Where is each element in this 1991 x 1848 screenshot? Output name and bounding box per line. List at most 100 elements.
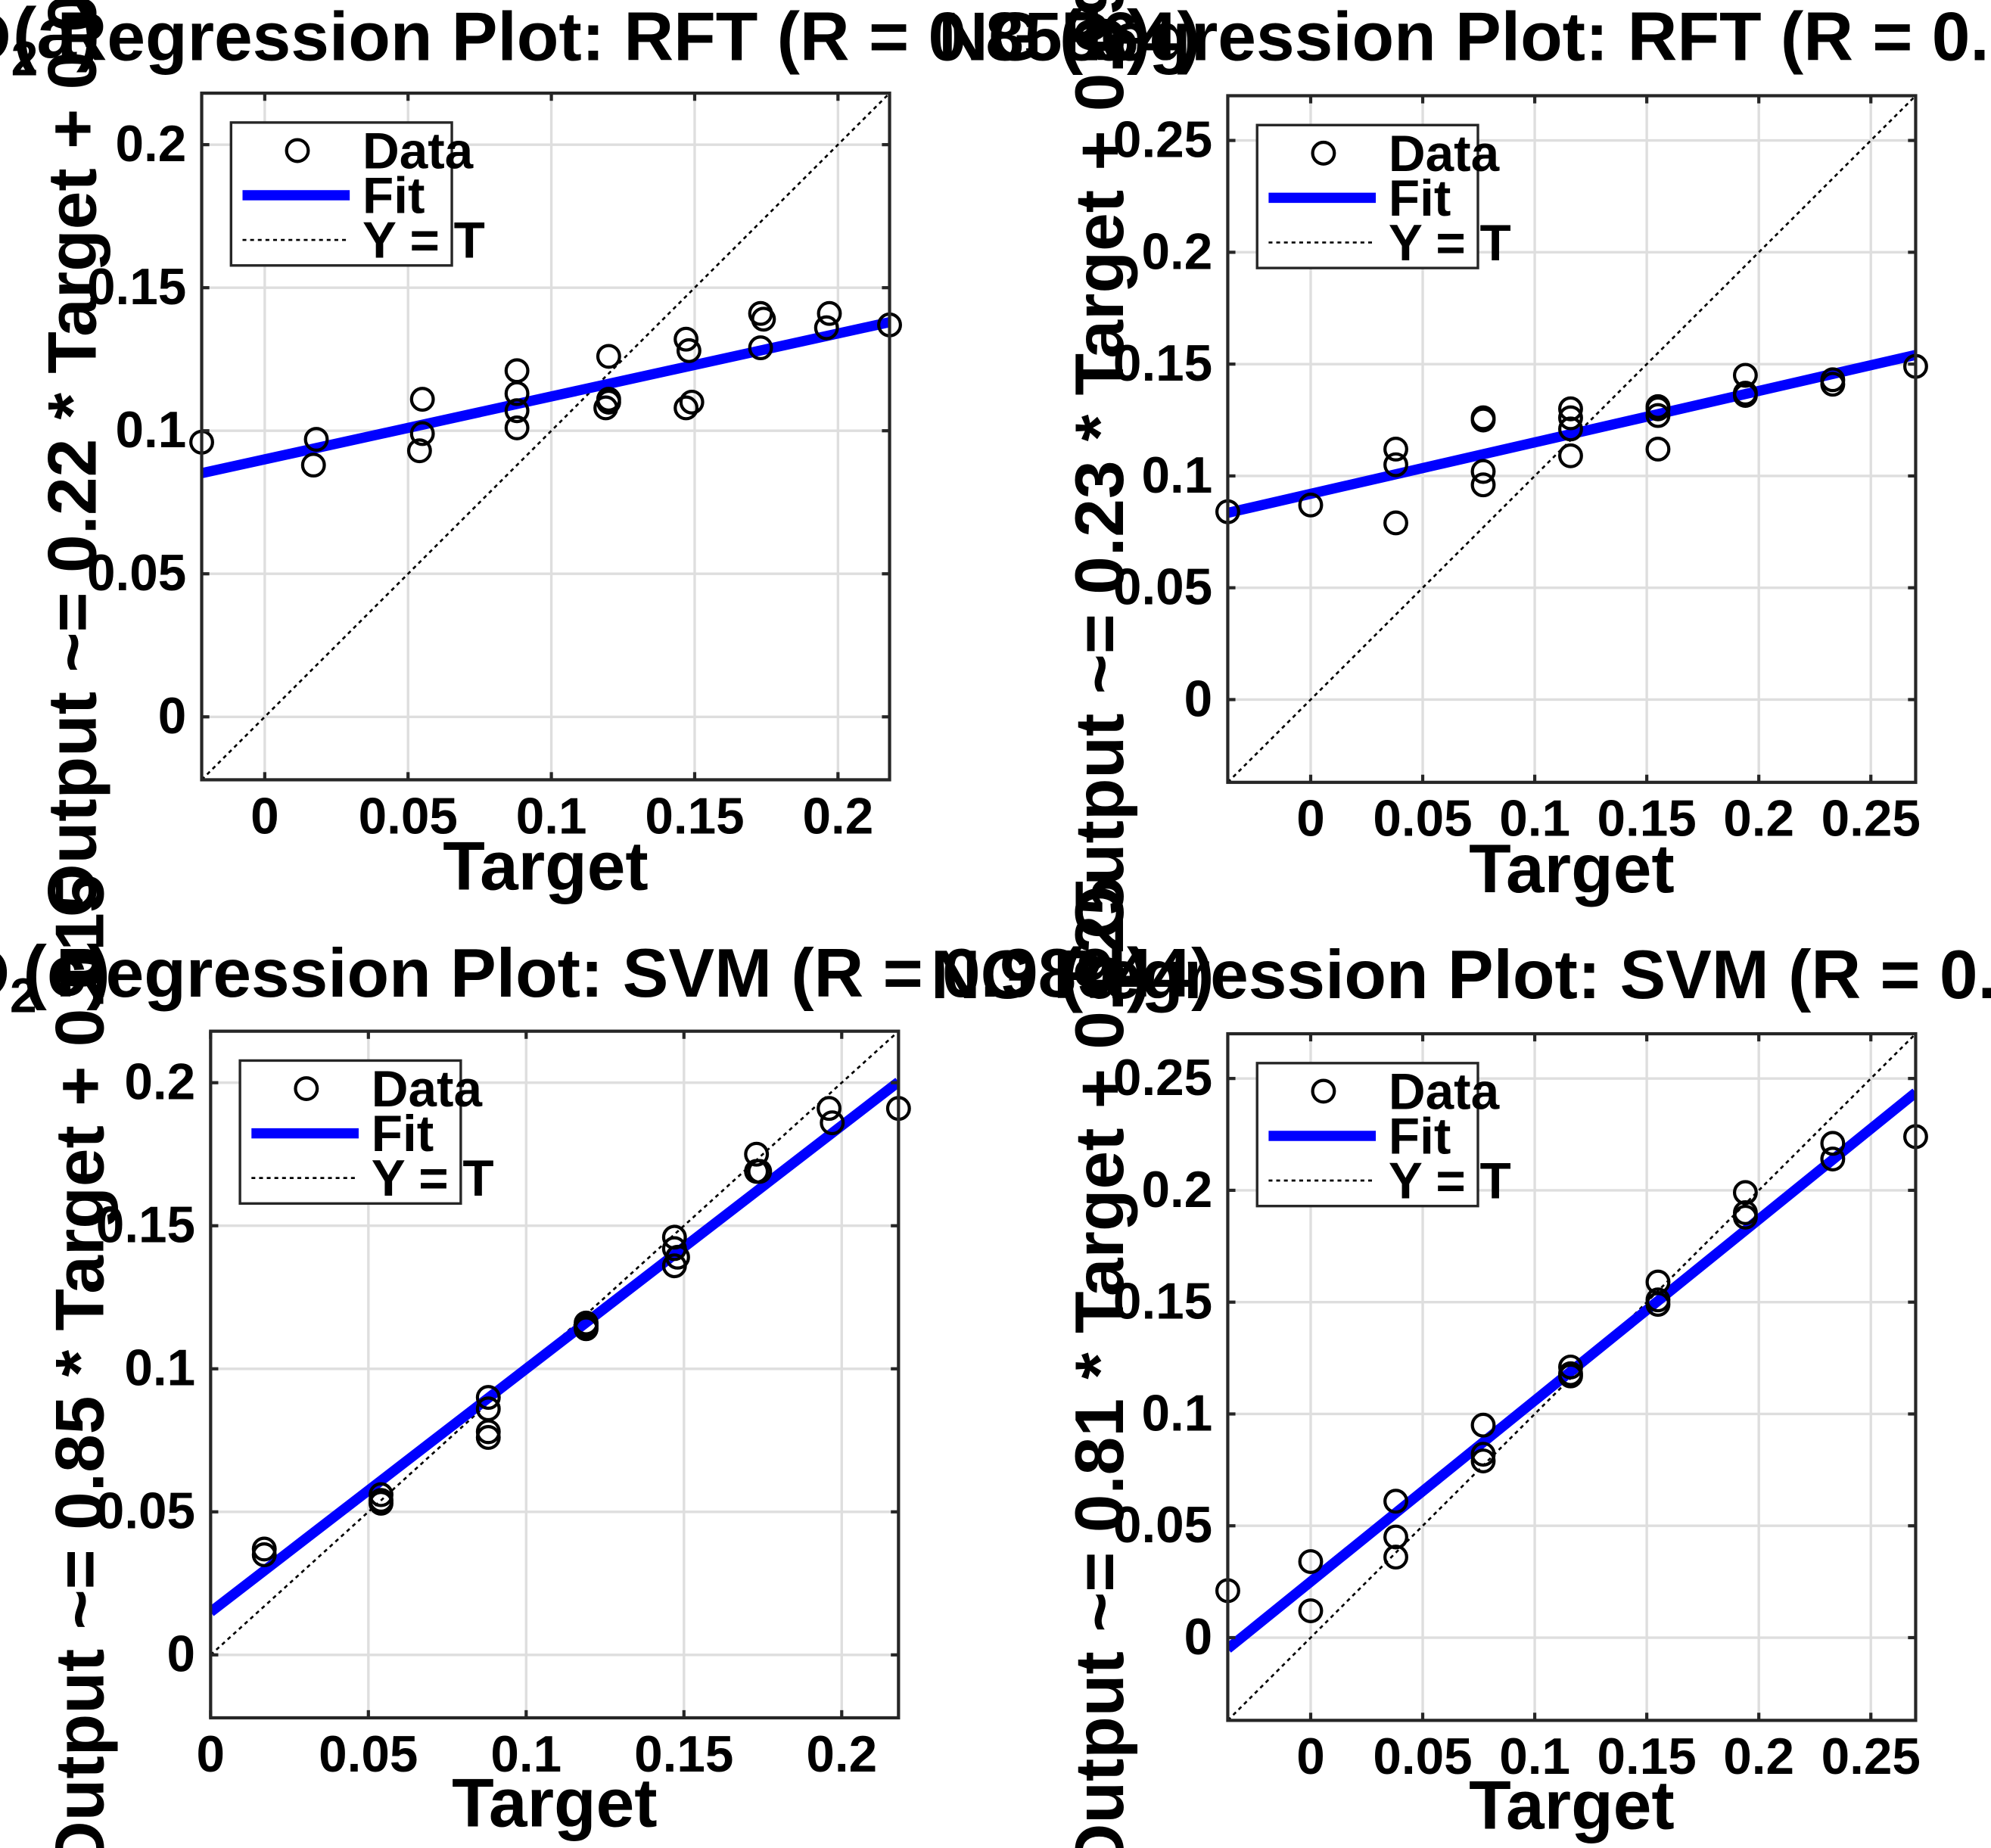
y-tick-label: 0.15: [87, 259, 186, 316]
x-axis-label: Target: [443, 828, 648, 904]
data-point: [1558, 1354, 1583, 1380]
data-point: [674, 326, 699, 352]
data-point: [679, 389, 705, 415]
x-tick-label: 0.15: [1597, 1728, 1696, 1785]
legend-data-marker: [1311, 140, 1336, 166]
x-tick-label: 0.2: [802, 788, 873, 845]
x-tick-label: 0.05: [1373, 791, 1472, 848]
legend-yt-label: Y = T: [362, 213, 485, 269]
legend-fit-label: Fit: [1389, 170, 1451, 227]
panel-letter: (b): [1059, 0, 1151, 76]
y-tick-label: 0.05: [1113, 1497, 1212, 1554]
data-point: [504, 381, 530, 406]
data-point: [674, 395, 699, 421]
data-point: [1732, 383, 1758, 408]
legend-data-marker: [294, 1076, 319, 1101]
data-point: [1558, 405, 1583, 431]
data-point: [1470, 472, 1496, 498]
x-tick-label: 0.2: [1723, 791, 1794, 848]
legend-data-label: Data: [372, 1061, 483, 1118]
data-point: [1383, 1545, 1408, 1570]
x-tick-label: 0.25: [1821, 1728, 1921, 1785]
data-point: [406, 438, 432, 464]
fit-line: [201, 317, 890, 478]
legend-fit-label: Fit: [1389, 1109, 1451, 1165]
data-point: [1645, 396, 1671, 422]
y-tick-label: 0: [1184, 1609, 1213, 1666]
data-point: [1383, 452, 1408, 478]
data-point: [1820, 1146, 1846, 1171]
panel-letter: (c): [23, 932, 110, 1011]
legend-yt-label: Y = T: [372, 1150, 494, 1207]
data-point: [596, 344, 621, 369]
x-tick-label: 0: [197, 1726, 226, 1783]
title-main: NG Regression Plot: RFT (R = 0.88193): [938, 0, 1991, 75]
y-tick-label: 0.1: [1141, 447, 1212, 504]
data-point: [751, 306, 776, 332]
y-axis-label: Output ~= 0.23 * Target + 0.092: [1062, 0, 1138, 939]
legend-fit-label: Fit: [372, 1106, 434, 1162]
chart-title: NG Regression Plot: RFT (R = 0.88193): [938, 0, 1991, 75]
y-tick-label: 0.2: [1141, 1162, 1212, 1218]
title-main: SiO: [0, 935, 10, 1012]
data-point: [744, 1141, 770, 1167]
data-point: [820, 1110, 845, 1136]
data-point: [1470, 1412, 1496, 1438]
x-axis-label: Target: [1469, 831, 1675, 907]
x-tick-label: 0.25: [1821, 791, 1921, 848]
y-tick-label: 0.1: [116, 402, 187, 459]
data-point: [814, 315, 839, 341]
data-point: [1558, 443, 1583, 468]
data-point: [1558, 1363, 1583, 1389]
y-tick-label: 0: [1184, 670, 1213, 727]
title-rest: Regression Plot: SVM (R = 0.98944): [37, 935, 1215, 1012]
x-axis-label: Target: [452, 1765, 657, 1841]
chart-title: SiO2 Regression Plot: RFT (R = 0.85864): [0, 0, 1200, 86]
chart-panel-c: (c) SiO2 Regression Plot: SVM (R = 0.9894…: [0, 875, 1214, 1848]
y-tick-label: 0: [158, 688, 187, 745]
data-point: [475, 1425, 501, 1450]
data-point: [1645, 437, 1671, 462]
data-point: [1820, 1131, 1846, 1156]
y-axis-label: Output ~= 0.22 * Target + 0.09: [35, 0, 111, 917]
data-point: [300, 453, 326, 478]
data-point: [1470, 459, 1496, 484]
legend-data-label: Data: [362, 123, 474, 180]
data-point: [676, 338, 702, 363]
y-tick-label: 0.05: [1113, 559, 1212, 616]
data-point: [504, 398, 530, 424]
data-point: [1383, 510, 1408, 536]
data-point: [747, 1159, 773, 1184]
data-point: [1645, 403, 1671, 428]
x-tick-label: 0.05: [1373, 1728, 1472, 1785]
y-axis-label: Output ~= 0.81 * Target + 0.025: [1062, 877, 1138, 1848]
legend-data-marker: [1311, 1078, 1336, 1104]
plot-frame: [1226, 1031, 1918, 1722]
legend-data-label: Data: [1389, 126, 1500, 182]
chart-panel-d: (d)NG Regression Plot: SVM (R = 0.98625)…: [931, 877, 1991, 1848]
data-point: [817, 1096, 842, 1122]
title-subscript: 2: [10, 968, 37, 1022]
data-point: [593, 395, 619, 421]
data-point: [251, 1542, 277, 1567]
legend-yt-label: Y = T: [1389, 215, 1511, 272]
y-tick-label: 0.05: [87, 545, 186, 602]
x-tick-label: 0.1: [490, 1726, 562, 1783]
data-point: [1645, 1292, 1671, 1318]
x-tick-label: 0: [1296, 1728, 1325, 1785]
data-point: [1470, 1442, 1496, 1467]
data-point: [1298, 492, 1324, 518]
x-tick-label: 0.15: [1597, 791, 1696, 848]
panel-letter: (d): [1059, 935, 1151, 1014]
chart-panel-b: (b)NG Regression Plot: RFT (R = 0.88193)…: [938, 0, 1991, 939]
x-tick-label: 0: [1296, 791, 1325, 848]
plot-frame: [200, 92, 891, 782]
title-main: SiO: [0, 0, 11, 75]
x-tick-label: 0.1: [1499, 1728, 1570, 1785]
plot-frame: [1226, 94, 1918, 784]
y-tick-label: 0.1: [124, 1340, 195, 1397]
x-tick-label: 0.2: [806, 1726, 877, 1783]
